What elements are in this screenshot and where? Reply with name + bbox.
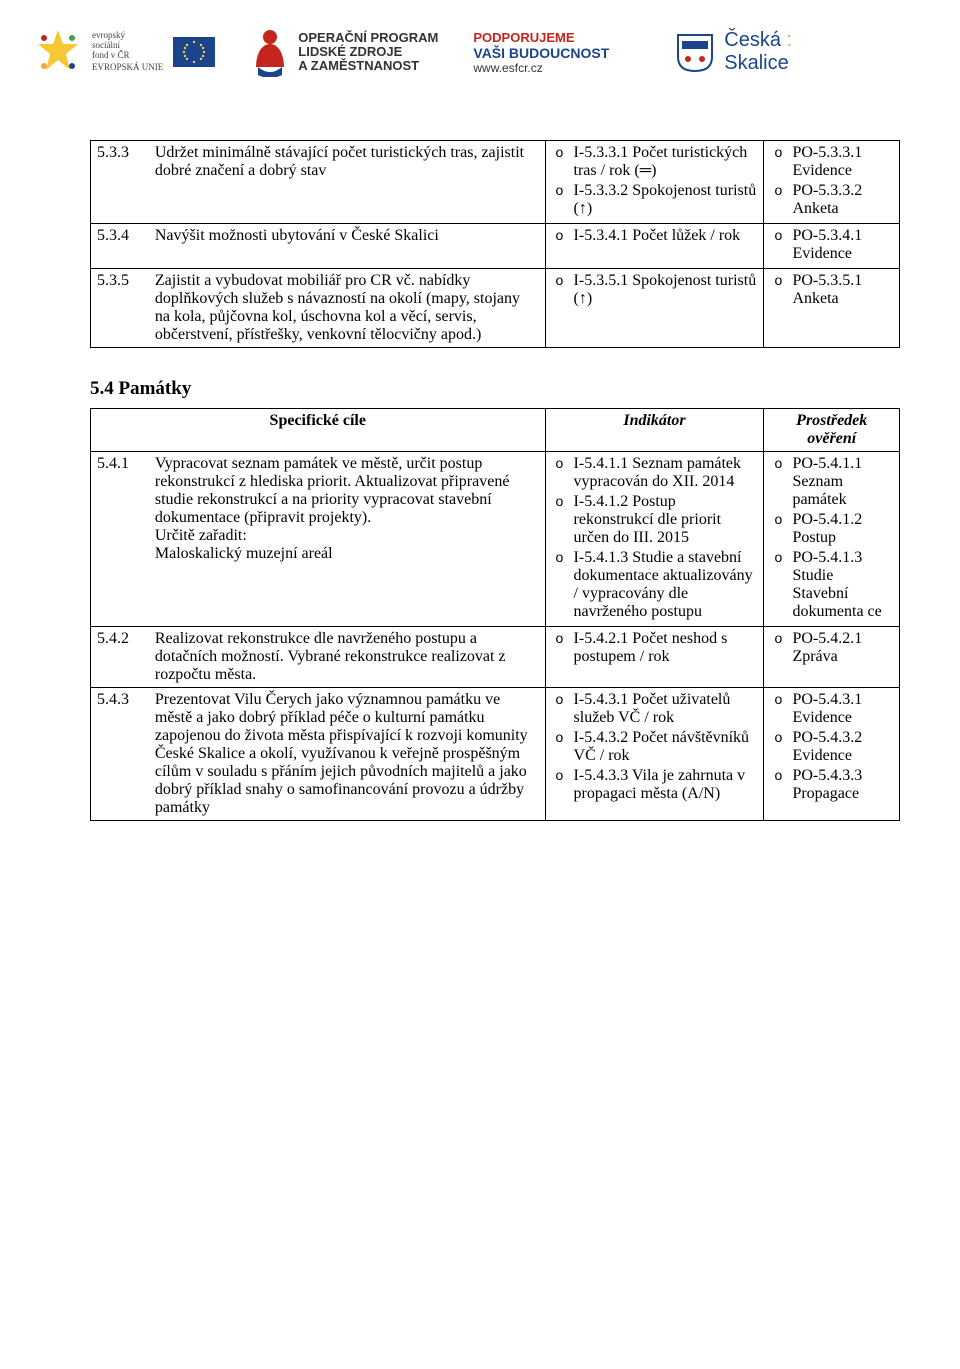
t2-po-item: PO-5.4.1.3 Studie Stavební dokumenta ce — [774, 549, 893, 621]
row-number: 5.3.5 — [91, 269, 149, 348]
row-number: 5.4.3 — [91, 688, 149, 821]
row-verification: PO-5.4.1.1 Seznam památekPO-5.4.1.2 Post… — [764, 452, 900, 627]
podporujeme-text1: PODPORUJEME — [473, 30, 609, 45]
t2-indicator-item: I-5.4.1.3 Studie a stavební dokumentace … — [556, 549, 758, 621]
row-description: Prezentovat Vilu Čerych jako významnou p… — [149, 688, 545, 821]
row-verification: PO-5.4.3.1 EvidencePO-5.4.3.2 EvidencePO… — [764, 688, 900, 821]
table2-body: 5.4.1Vypracovat seznam památek ve městě,… — [91, 452, 900, 821]
t1-po-list: PO-5.3.5.1 Anketa — [770, 272, 893, 308]
row-description: Vypracovat seznam památek ve městě, urči… — [149, 452, 545, 627]
oplz-text1: OPERAČNÍ PROGRAM — [298, 31, 438, 45]
t2-po-list: PO-5.4.1.1 Seznam památekPO-5.4.1.2 Post… — [770, 455, 893, 621]
table-section-5-4: Specifické cíle Indikátor Prostředek ově… — [90, 408, 900, 821]
t2-indicator-list: I-5.4.3.1 Počet uživatelů služeb VČ / ro… — [552, 691, 758, 803]
row-description: Zajistit a vybudovat mobiliář pro CR vč.… — [149, 269, 545, 348]
esf-text3: fond v ČR — [92, 51, 163, 61]
table-row: 5.3.4Navýšit možnosti ubytování v České … — [91, 224, 900, 269]
logo-oplz: OPERAČNÍ PROGRAM LIDSKÉ ZDROJE A ZAMĚSTN… — [250, 27, 438, 77]
table2-header-col3: Prostředek ověření — [764, 409, 900, 452]
t1-indicator-list: I-5.3.5.1 Spokojenost turistů (↑) — [552, 272, 758, 308]
oplz-text3: A ZAMĚSTNANOST — [298, 59, 438, 73]
oplz-text2: LIDSKÉ ZDROJE — [298, 45, 438, 59]
t1-po-list: PO-5.3.3.1 EvidencePO-5.3.3.2 Anketa — [770, 144, 893, 218]
table-row: 5.4.1Vypracovat seznam památek ve městě,… — [91, 452, 900, 627]
podporujeme-text2: VAŠI BUDOUCNOST — [473, 45, 609, 61]
t2-indicator-list: I-5.4.1.1 Seznam památek vypracován do X… — [552, 455, 758, 621]
t2-po-item: PO-5.4.2.1 Zpráva — [774, 630, 893, 666]
t2-indicator-item: I-5.4.3.2 Počet návštěvníků VČ / rok — [556, 729, 758, 765]
row-verification: PO-5.3.5.1 Anketa — [764, 269, 900, 348]
row-number: 5.3.3 — [91, 141, 149, 224]
t2-indicator-item: I-5.4.2.1 Počet neshod s postupem / rok — [556, 630, 758, 666]
row-verification: PO-5.4.2.1 Zpráva — [764, 627, 900, 688]
row-indicator: I-5.4.3.1 Počet uživatelů služeb VČ / ro… — [545, 688, 764, 821]
t1-indicator-list: I-5.3.3.1 Počet turistických tras / rok … — [552, 144, 758, 218]
t1-po-item: PO-5.3.4.1 Evidence — [774, 227, 893, 263]
eu-flag-icon — [173, 37, 215, 67]
table-row: 5.3.3Udržet minimálně stávající počet tu… — [91, 141, 900, 224]
t2-po-item: PO-5.4.3.1 Evidence — [774, 691, 893, 727]
table-row: 5.3.5Zajistit a vybudovat mobiliář pro C… — [91, 269, 900, 348]
esf-text4: EVROPSKÁ UNIE — [92, 63, 163, 73]
podporujeme-text3: www.esfcr.cz — [473, 61, 609, 75]
oplz-figure-icon — [250, 27, 290, 77]
section-heading-5-4: 5.4 Památky — [90, 378, 900, 400]
table-row: 5.4.2Realizovat rekonstrukce dle navržen… — [91, 627, 900, 688]
t2-po-item: PO-5.4.3.3 Propagace — [774, 767, 893, 803]
row-verification: PO-5.3.4.1 Evidence — [764, 224, 900, 269]
oplz-text-block: OPERAČNÍ PROGRAM LIDSKÉ ZDROJE A ZAMĚSTN… — [298, 31, 438, 74]
t2-po-item: PO-5.4.3.2 Evidence — [774, 729, 893, 765]
row-indicator: I-5.4.2.1 Počet neshod s postupem / rok — [545, 627, 764, 688]
logo-esf: evropský sociální fond v ČR EVROPSKÁ UNI… — [30, 24, 215, 80]
t1-po-item: PO-5.3.5.1 Anketa — [774, 272, 893, 308]
table-section-5-3: 5.3.3Udržet minimálně stávající počet tu… — [90, 140, 900, 348]
row-description: Navýšit možnosti ubytování v České Skali… — [149, 224, 545, 269]
skalice-text1: Česká : — [724, 29, 792, 52]
esf-text-block: evropský sociální fond v ČR EVROPSKÁ UNI… — [92, 31, 163, 73]
table-row: 5.4.3Prezentovat Vilu Čerych jako význam… — [91, 688, 900, 821]
table2-header-col1: Specifické cíle — [91, 409, 546, 452]
page-content: 5.3.3Udržet minimálně stávající počet tu… — [0, 110, 960, 891]
t1-indicator-item: I-5.3.5.1 Spokojenost turistů (↑) — [556, 272, 758, 308]
t2-po-item: PO-5.4.1.2 Postup — [774, 511, 893, 547]
table2-head: Specifické cíle Indikátor Prostředek ově… — [91, 409, 900, 452]
t2-po-list: PO-5.4.3.1 EvidencePO-5.4.3.2 EvidencePO… — [770, 691, 893, 803]
table1-body: 5.3.3Udržet minimálně stávající počet tu… — [91, 141, 900, 348]
skalice-text-block: Česká : Skalice — [724, 29, 792, 75]
t2-indicator-item: I-5.4.3.1 Počet uživatelů služeb VČ / ro… — [556, 691, 758, 727]
t1-indicator-item: I-5.3.4.1 Počet lůžek / rok — [556, 227, 758, 245]
t1-indicator-item: I-5.3.3.2 Spokojenost turistů (↑) — [556, 182, 758, 218]
t1-po-list: PO-5.3.4.1 Evidence — [770, 227, 893, 263]
t2-po-list: PO-5.4.2.1 Zpráva — [770, 630, 893, 666]
row-indicator: I-5.3.4.1 Počet lůžek / rok — [545, 224, 764, 269]
row-indicator: I-5.3.3.1 Počet turistických tras / rok … — [545, 141, 764, 224]
logo-podporujeme: PODPORUJEME VAŠI BUDOUCNOST www.esfcr.cz — [473, 30, 609, 75]
row-verification: PO-5.3.3.1 EvidencePO-5.3.3.2 Anketa — [764, 141, 900, 224]
row-number: 5.4.2 — [91, 627, 149, 688]
row-indicator: I-5.3.5.1 Spokojenost turistů (↑) — [545, 269, 764, 348]
t2-indicator-item: I-5.4.3.3 Vila je zahrnuta v propagaci m… — [556, 767, 758, 803]
t2-po-item: PO-5.4.1.1 Seznam památek — [774, 455, 893, 509]
table2-header-col2: Indikátor — [545, 409, 764, 452]
row-description: Realizovat rekonstrukce dle navrženého p… — [149, 627, 545, 688]
t2-indicator-item: I-5.4.1.2 Postup rekonstrukcí dle priori… — [556, 493, 758, 547]
t1-po-item: PO-5.3.3.1 Evidence — [774, 144, 893, 180]
skalice-text2: Skalice — [724, 52, 792, 75]
t1-indicator-list: I-5.3.4.1 Počet lůžek / rok — [552, 227, 758, 245]
t2-indicator-item: I-5.4.1.1 Seznam památek vypracován do X… — [556, 455, 758, 491]
row-description: Udržet minimálně stávající počet turisti… — [149, 141, 545, 224]
esf-star-icon — [30, 24, 86, 80]
logo-ceska-skalice: Česká : Skalice — [674, 29, 792, 75]
row-indicator: I-5.4.1.1 Seznam památek vypracován do X… — [545, 452, 764, 627]
skalice-shield-icon — [674, 31, 716, 73]
t1-po-item: PO-5.3.3.2 Anketa — [774, 182, 893, 218]
header-logo-row: evropský sociální fond v ČR EVROPSKÁ UNI… — [0, 0, 960, 110]
row-number: 5.4.1 — [91, 452, 149, 627]
t1-indicator-item: I-5.3.3.1 Počet turistických tras / rok … — [556, 144, 758, 180]
t2-indicator-list: I-5.4.2.1 Počet neshod s postupem / rok — [552, 630, 758, 666]
row-number: 5.3.4 — [91, 224, 149, 269]
